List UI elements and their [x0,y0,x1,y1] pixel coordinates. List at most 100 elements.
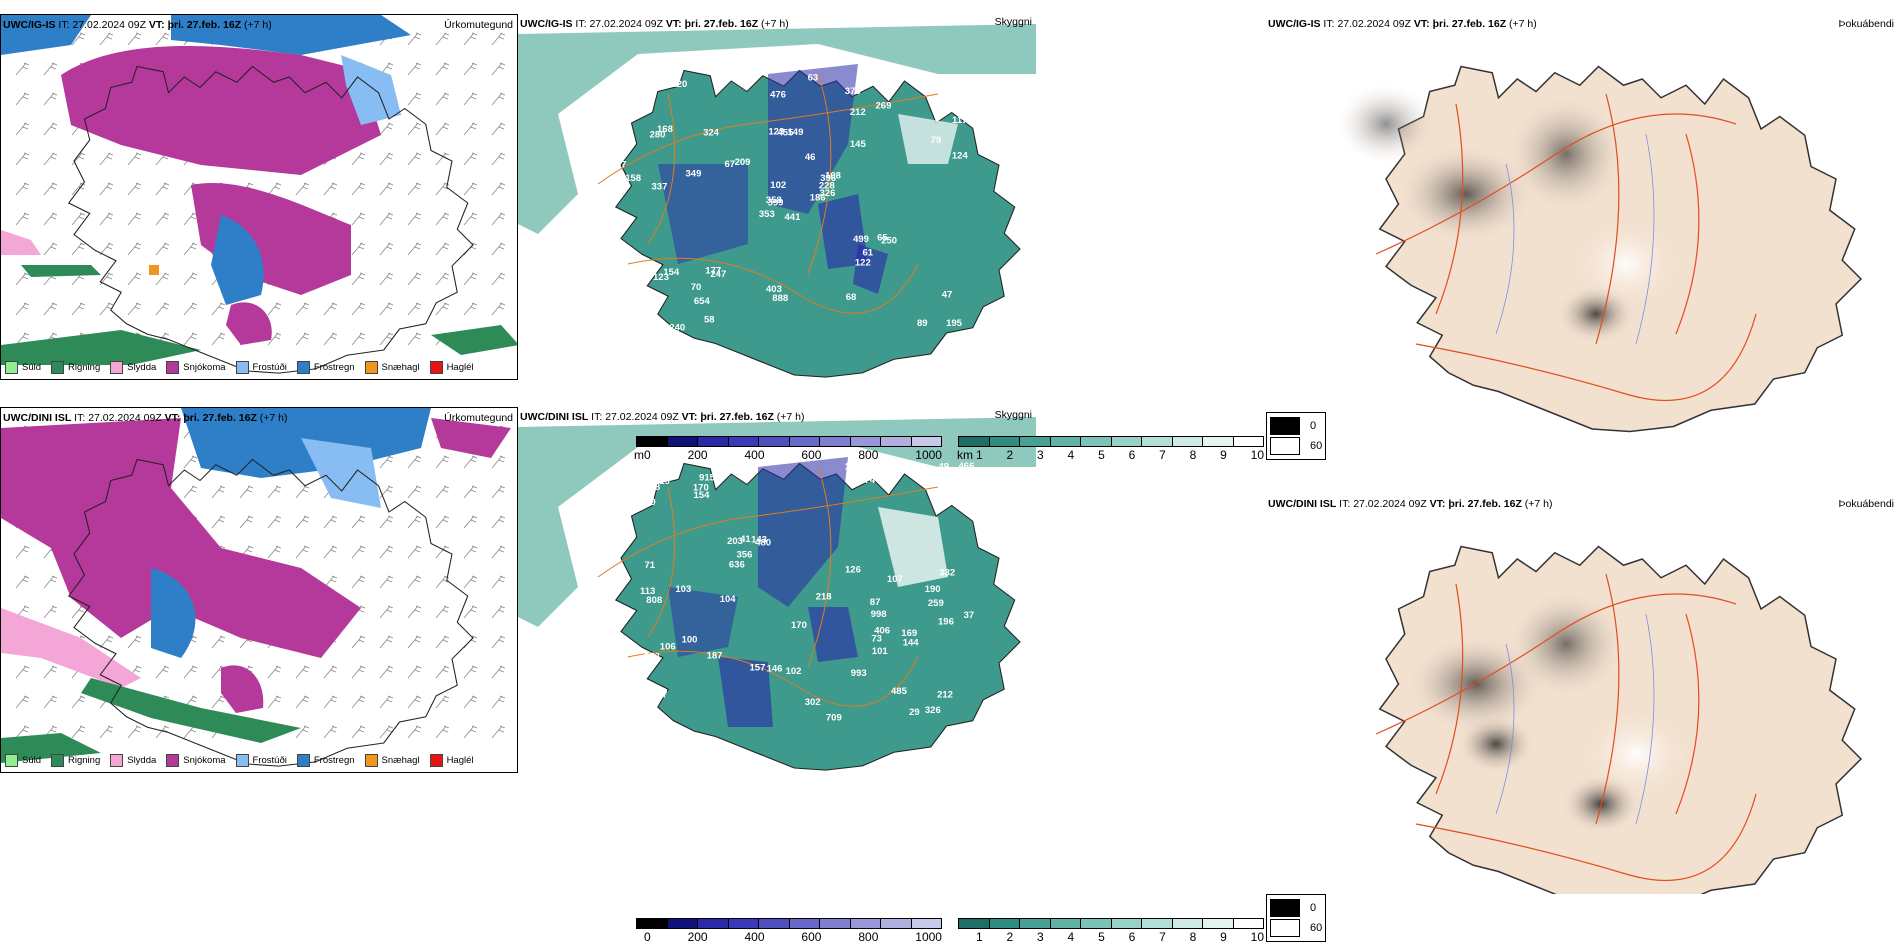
legend-item-6: Snæhagl [364,754,420,767]
wind-barb [407,605,422,619]
visibility-colorbar-top: 1 2 3 4 5 6 7 8 9 10 km [957,436,1264,462]
cloud-base-label: 178 [644,482,660,493]
legend-item-4: Frostúði [235,361,287,374]
cloud-base-labels: 441 280 399 360 396 247 378 149 212 186 120 195 337 1… [611,72,969,334]
wind-barb [379,122,394,136]
cloud-base-label: 108 [825,171,841,182]
fog-index-low [1506,94,1626,214]
wind-barb [43,242,58,256]
roads [597,73,939,314]
rain-area [81,678,301,743]
wind-barb [491,635,506,649]
wind-barb [211,332,226,346]
cloud-base-label: 709 [826,713,842,724]
wind-barb [323,332,338,346]
legend-swatch [235,754,249,767]
cloud-base-label: 65 [877,233,888,244]
legend-swatch [5,361,18,374]
wind-barb [43,62,58,76]
legend-swatch [429,361,443,374]
wind-barb [407,455,422,469]
legend-label: Snæhagl [381,755,420,766]
cloud-base-label: 302 [805,697,821,708]
wind-barb [435,212,450,226]
wind-barb [155,212,170,226]
wind-barb [379,695,394,709]
rain-area [1,330,201,365]
wind-barb [379,635,394,649]
legend-item-7: Haglél [429,361,474,374]
rain-area [431,325,517,355]
rain-area [21,265,101,277]
wind-barb [435,32,450,46]
wind-barb [43,302,58,316]
cloud-base-label: 269 [876,100,892,111]
snow-area [191,183,351,295]
cloud-base-label: 158 [625,173,641,184]
wind-barb [71,212,86,226]
legend-swatch [51,754,65,767]
legend-label: Slydda [127,755,157,766]
wind-barb [435,122,450,136]
cloud-base-label: 915 [699,473,716,484]
cloud-base-label: 107 [887,574,903,585]
cloud-base-colorbar-top: 0 200 400 600 800 1000 m [634,436,942,462]
wind-barb [155,302,170,316]
wind-barb [351,665,366,679]
wind-barb [267,332,282,346]
wind-barb [379,242,394,256]
wind-barb [99,182,114,196]
field-name: Úrkomutegund [444,19,513,31]
wind-barb [407,695,422,709]
freezing-rain-area [211,215,264,305]
wind-barb [435,695,450,709]
rivers [1495,133,1655,345]
sleet-area [1,608,141,688]
wind-barb [127,242,142,256]
wind-barb [155,182,170,196]
cloud-base-label: 113 [640,586,655,597]
wind-barb [351,545,366,559]
fog-map-top-canvas [1336,65,1862,433]
cloud-base-label: 117 [952,115,967,126]
wind-barb [379,485,394,499]
legend-item-3: Snjókoma [166,361,226,374]
cloud-base-label: 79 [931,135,942,146]
cloud-base-label: 102 [786,666,802,677]
cloud-base-label: 209 [735,157,751,168]
cloud-base-label: 218 [816,592,832,603]
wind-barb [211,695,226,709]
cloud-base-label: 240 [669,322,685,333]
wind-barb [491,62,506,76]
wind-barb [435,455,450,469]
wind-barb [379,212,394,226]
clear-area [878,507,948,587]
cloud-base-label: 888 [772,293,788,304]
legend-item-0: Súld [5,754,41,767]
fog-map-bottom: UWC/DINI ISL IT: 27.02.2024 09Z VT: þri.… [1266,494,1900,894]
cloud-base-label: 41 [740,534,751,545]
wind-barb [15,152,30,166]
cloud-base-label: 143 [751,535,767,546]
legend-item-4: Frostúði [235,754,287,767]
wind-barb [71,152,86,166]
cloud-map-top: 441 280 399 360 396 247 378 149 212 186 120 195 337 1… [518,14,1036,380]
cloud-base-label: 46 [805,152,816,163]
snow-area [1,418,361,658]
cloud-base-label: 108 [627,656,643,667]
fog-legend-top: 0 60 [1266,412,1327,460]
wind-barb [183,455,198,469]
cloud-base-label: 144 [903,638,920,649]
fog-swatch [1270,899,1300,917]
wind-barb [71,302,86,316]
cloud-base-label: 305 [617,106,634,117]
wind-barb [491,122,506,136]
wind-barb [407,152,422,166]
legend-label: Snæhagl [381,362,420,373]
wind-barb [43,605,58,619]
wind-barb [127,152,142,166]
wind-barb [463,242,478,256]
cloud-base-label: 107 [611,160,627,171]
cloud-base-label: 326 [820,188,836,199]
wind-barb [127,212,142,226]
